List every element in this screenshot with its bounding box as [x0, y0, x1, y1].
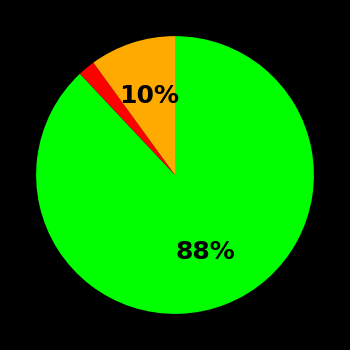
Text: 88%: 88% — [176, 240, 236, 265]
Wedge shape — [36, 36, 314, 314]
Text: 10%: 10% — [119, 84, 179, 108]
Wedge shape — [93, 36, 175, 175]
Wedge shape — [80, 63, 175, 175]
